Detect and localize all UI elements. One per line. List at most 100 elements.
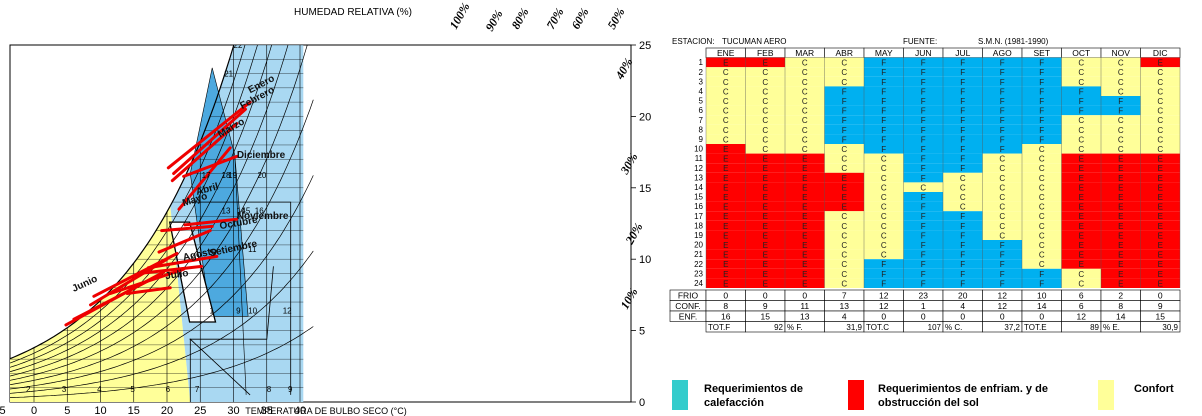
- grid-cell-code: F: [960, 212, 965, 221]
- legend-heating-swatch: [672, 380, 688, 410]
- grid-cell-code: C: [1078, 59, 1084, 68]
- grid-cell: [824, 86, 864, 96]
- hour-label: 9: [699, 135, 704, 144]
- grid-cell-code: C: [1118, 78, 1124, 87]
- grid-cell-code: E: [763, 212, 768, 221]
- grid-cell: [824, 201, 864, 212]
- grid-cell: [1061, 57, 1101, 68]
- grid-cell: [903, 278, 943, 288]
- grid-cell: [1101, 201, 1141, 212]
- grid-cell-code: E: [802, 270, 807, 279]
- grid-cell: [864, 96, 904, 106]
- grid-cell-code: F: [960, 145, 965, 154]
- grid-cell-code: C: [999, 222, 1005, 231]
- month-line: [137, 264, 204, 275]
- grid-cell-code: C: [802, 135, 808, 144]
- grid-cell-code: C: [723, 107, 729, 116]
- grid-cell-code: C: [881, 203, 887, 212]
- x-tick-label: 30: [227, 405, 239, 416]
- grid-cell-code: F: [1000, 116, 1005, 125]
- grid-cell-code: C: [1078, 145, 1084, 154]
- zone-number: 22: [234, 41, 243, 50]
- grid-cell-code: C: [1039, 155, 1045, 164]
- summary-value: 6: [1079, 301, 1084, 311]
- grid-cell: [903, 76, 943, 87]
- y-tick-label: 20: [639, 111, 651, 123]
- grid-cell-code: F: [842, 135, 847, 144]
- grid-cell: [785, 240, 825, 250]
- grid-cell: [864, 220, 904, 231]
- grid-cell: [1022, 278, 1062, 288]
- grid-cell: [785, 134, 825, 144]
- grid-cell-code: C: [1118, 87, 1124, 96]
- grid-cell-code: C: [841, 270, 847, 279]
- grid-cell-code: E: [1118, 231, 1123, 240]
- grid-cell: [706, 240, 746, 250]
- grid-cell: [745, 278, 785, 288]
- grid-cell-code: F: [921, 107, 926, 116]
- summary-value: 15: [761, 312, 771, 322]
- grid-cell: [1140, 268, 1180, 279]
- grid-cell-code: F: [881, 97, 886, 106]
- grid-cell: [943, 240, 983, 250]
- grid-cell: [982, 172, 1022, 183]
- grid-cell: [1140, 57, 1180, 68]
- grid-cell: [864, 115, 904, 125]
- grid-cell: [824, 105, 864, 116]
- grid-cell: [706, 259, 746, 269]
- grid-cell: [982, 134, 1022, 144]
- grid-cell: [706, 105, 746, 116]
- summary-value: 16: [721, 312, 731, 322]
- zone-number: 7: [195, 385, 200, 394]
- grid-cell: [785, 86, 825, 96]
- grid-cell: [982, 182, 1022, 192]
- grid-cell: [943, 249, 983, 260]
- summary-value: 12: [1077, 312, 1087, 322]
- grid-cell: [785, 172, 825, 183]
- grid-cell: [1061, 240, 1101, 250]
- grid-cell-code: C: [960, 174, 966, 183]
- grid-cell: [1101, 144, 1141, 154]
- grid-cell-code: E: [1079, 193, 1084, 202]
- rh-label: 60%: [568, 5, 591, 31]
- grid-cell: [745, 249, 785, 260]
- hour-label: 4: [699, 87, 704, 96]
- summary-value: 0: [881, 312, 886, 322]
- grid-cell-code: E: [1118, 251, 1123, 260]
- grid-cell: [706, 86, 746, 96]
- zone-number: 5: [130, 385, 135, 394]
- grid-cell-code: E: [763, 193, 768, 202]
- grid-cell-code: E: [763, 279, 768, 288]
- grid-cell-code: E: [723, 222, 728, 231]
- summary-value: 20: [958, 291, 968, 301]
- grid-cell-code: C: [841, 164, 847, 173]
- totals-value: 37,2: [1004, 323, 1020, 332]
- grid-cell-code: C: [881, 241, 887, 250]
- grid-cell-code: E: [1158, 260, 1163, 269]
- summary-value: 9: [1158, 301, 1163, 311]
- grid-cell: [864, 182, 904, 192]
- grid-cell-code: C: [881, 183, 887, 192]
- summary-value: 8: [1118, 301, 1123, 311]
- month-header: OCT: [1072, 48, 1090, 58]
- x-tick-label: 25: [194, 405, 206, 416]
- summary-value: 11: [800, 301, 809, 311]
- totals-value: % F.: [787, 323, 803, 332]
- grid-cell-code: F: [921, 87, 926, 96]
- grid-cell-code: F: [1039, 135, 1044, 144]
- summary-value: 12: [998, 301, 1008, 311]
- grid-cell-code: F: [842, 97, 847, 106]
- grid-cell: [1061, 124, 1101, 135]
- month-line: [89, 257, 169, 307]
- grid-cell: [982, 57, 1022, 68]
- grid-cell: [943, 153, 983, 164]
- grid-cell: [1061, 211, 1101, 221]
- rh-label: 90%: [482, 7, 505, 33]
- grid-cell: [864, 230, 904, 240]
- grid-cell-code: E: [723, 231, 728, 240]
- grid-cell-code: F: [921, 203, 926, 212]
- grid-cell-code: F: [960, 87, 965, 96]
- grid-cell: [745, 67, 785, 77]
- hour-label: 15: [694, 193, 703, 202]
- grid-cell: [1140, 67, 1180, 77]
